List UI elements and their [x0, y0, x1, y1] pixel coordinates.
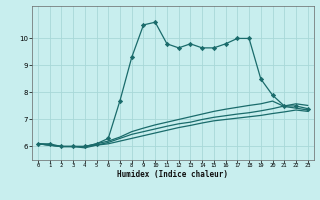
X-axis label: Humidex (Indice chaleur): Humidex (Indice chaleur): [117, 170, 228, 179]
